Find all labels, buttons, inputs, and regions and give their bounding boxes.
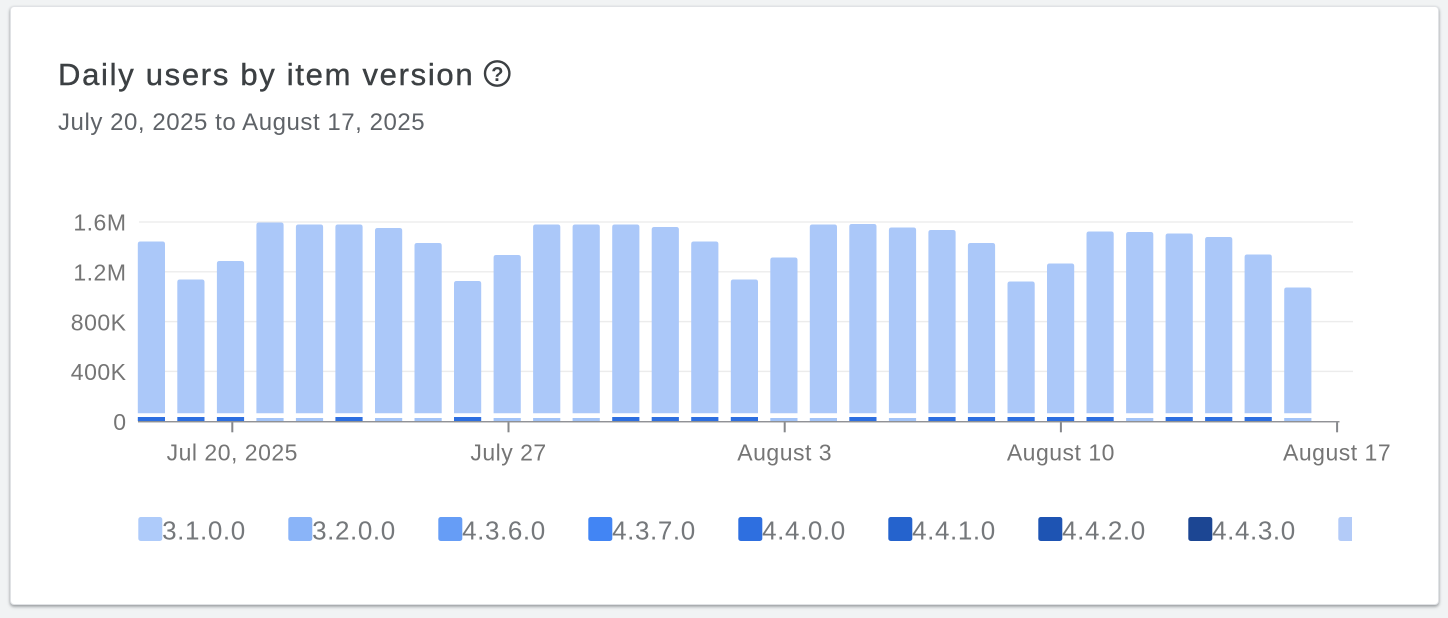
svg-text:August 10: August 10 <box>1007 439 1115 465</box>
svg-text:4.4.0.0: 4.4.0.0 <box>762 516 846 546</box>
svg-text:1.6M: 1.6M <box>73 210 126 236</box>
svg-text:4.3.6.0: 4.3.6.0 <box>462 516 546 546</box>
svg-text:4.4.3.0: 4.4.3.0 <box>1212 516 1296 546</box>
svg-text:0: 0 <box>113 409 126 435</box>
svg-text:Jul 20, 2025: Jul 20, 2025 <box>167 439 298 465</box>
svg-text:August 17: August 17 <box>1283 439 1391 465</box>
svg-text:July 27: July 27 <box>470 439 546 465</box>
svg-text:1.2M: 1.2M <box>73 260 126 286</box>
svg-text:4.4.2.0: 4.4.2.0 <box>1062 516 1146 546</box>
svg-text:3.1.0.0: 3.1.0.0 <box>162 516 246 546</box>
svg-text:4.3.7.0: 4.3.7.0 <box>612 516 696 546</box>
svg-text:Daily users by item version: Daily users by item version <box>58 57 474 92</box>
svg-text:August 3: August 3 <box>737 439 832 465</box>
svg-text:800K: 800K <box>71 309 127 335</box>
svg-text:July 20, 2025 to August 17, 20: July 20, 2025 to August 17, 2025 <box>58 109 425 136</box>
svg-text:4.4.1.0: 4.4.1.0 <box>912 516 996 546</box>
svg-text:?: ? <box>491 64 503 86</box>
svg-text:3.2.0.0: 3.2.0.0 <box>312 516 396 546</box>
svg-text:400K: 400K <box>71 359 127 385</box>
